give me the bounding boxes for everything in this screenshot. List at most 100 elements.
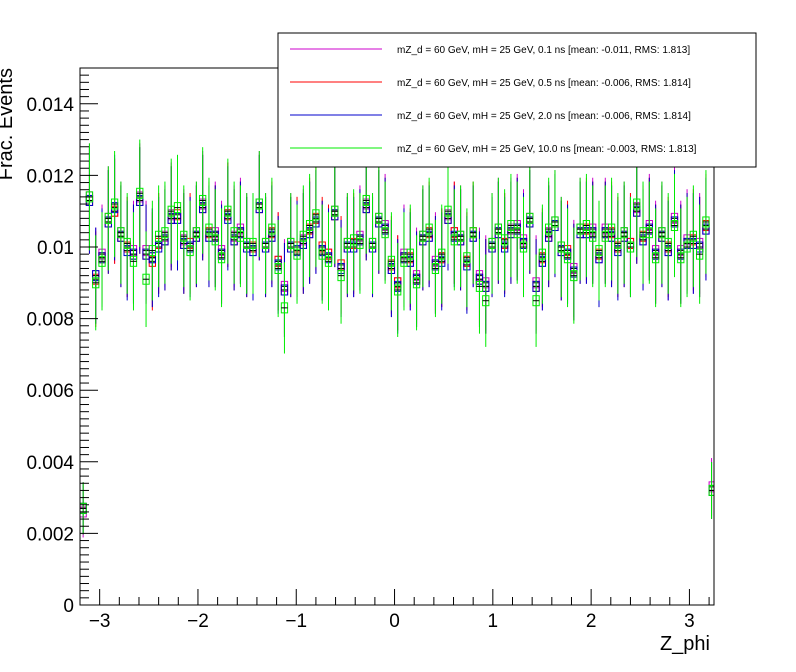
histogram-bin	[249, 193, 257, 294]
histogram-bin	[689, 185, 698, 288]
histogram-bin	[513, 181, 521, 284]
y-tick-label: 0.008	[26, 310, 74, 331]
histogram-bin	[545, 177, 553, 281]
histogram-bin	[318, 204, 326, 304]
histogram-bin	[431, 219, 440, 318]
histogram-bin	[400, 212, 408, 311]
histogram-bin	[438, 204, 446, 304]
y-axis-title: Frac. Events	[0, 68, 17, 180]
histogram-bin	[425, 177, 433, 281]
histogram-bin	[626, 196, 635, 298]
histogram-bin	[469, 181, 477, 284]
legend-label: mZ_d = 60 GeV, mH = 25 GeV, 2.0 ns [mean…	[397, 111, 691, 122]
y-tick-label: 0	[63, 596, 74, 617]
histogram-bin	[633, 150, 641, 258]
histogram-bin	[305, 173, 314, 278]
histogram-bin	[702, 170, 710, 274]
histogram-bin	[129, 212, 138, 311]
x-axis-title: Z_phi	[660, 633, 710, 655]
histogram-bin	[387, 212, 396, 311]
histogram-bin	[148, 200, 156, 301]
histogram-bin	[664, 193, 672, 294]
histogram-bin	[589, 185, 597, 288]
histogram-bin	[186, 200, 194, 301]
histogram-bin	[192, 181, 201, 284]
legend-entry: mZ_d = 60 GeV, mH = 25 GeV, 0.5 ns [mean…	[290, 78, 691, 89]
histogram-bin	[104, 166, 112, 271]
histogram-bin	[180, 185, 188, 288]
histogram-bin	[293, 204, 301, 304]
x-tick-label: −3	[89, 611, 111, 632]
histogram-bin	[173, 154, 182, 261]
histogram-bin	[557, 196, 565, 298]
legend: mZ_d = 60 GeV, mH = 25 GeV, 0.1 ns [mean…	[277, 32, 757, 168]
histogram-bin	[601, 185, 609, 288]
histogram-bin	[412, 235, 421, 331]
legend-entry: mZ_d = 60 GeV, mH = 25 GeV, 10.0 ns [mea…	[290, 144, 697, 155]
legend-label: mZ_d = 60 GeV, mH = 25 GeV, 10.0 ns [mea…	[397, 144, 697, 155]
histogram-bin	[287, 193, 295, 294]
y-tick-label: 0.006	[26, 381, 74, 402]
histogram-bin	[299, 185, 307, 288]
histogram-bin	[110, 150, 119, 258]
histogram-bin	[205, 177, 213, 281]
histogram-bin	[211, 189, 219, 291]
histogram-bin	[526, 166, 534, 271]
histogram-bin	[696, 204, 704, 304]
series-3	[79, 139, 715, 605]
histogram-bin	[324, 212, 333, 311]
y-tick-label: 0.004	[26, 453, 74, 474]
y-tick-label: 0.014	[26, 95, 74, 116]
legend-label: mZ_d = 60 GeV, mH = 25 GeV, 0.5 ns [mean…	[397, 78, 691, 89]
y-tick-label: 0.012	[26, 166, 74, 187]
histogram-bin	[683, 196, 691, 298]
histogram-bin	[236, 185, 245, 288]
histogram-bin	[563, 208, 572, 308]
histogram-bin	[645, 181, 653, 284]
histogram-bin	[614, 193, 622, 294]
x-tick-label: 2	[586, 611, 597, 632]
histogram-bin	[280, 262, 289, 354]
histogram-bin	[570, 227, 578, 324]
x-tick-label: −2	[187, 611, 209, 632]
histogram-bin	[475, 239, 484, 334]
histogram-bin	[375, 166, 383, 271]
histogram-bin	[494, 177, 502, 281]
histogram-bin	[507, 173, 515, 278]
histogram-bin	[368, 193, 377, 294]
legend-entry: mZ_d = 60 GeV, mH = 25 GeV, 2.0 ns [mean…	[290, 111, 691, 122]
histogram-bin	[274, 219, 282, 318]
histogram-bin	[488, 193, 496, 294]
histogram-bin	[651, 208, 660, 308]
histogram-bin	[482, 254, 490, 347]
histogram-bin	[463, 208, 471, 308]
histogram-bin	[620, 181, 628, 284]
histogram-bin	[551, 170, 559, 274]
histogram-bin	[224, 158, 232, 264]
histogram-bin	[312, 162, 320, 268]
histogram-bin	[136, 139, 144, 248]
histogram-bin	[161, 181, 169, 284]
histogram-bin	[255, 150, 263, 258]
x-tick-label: 1	[488, 611, 499, 632]
histogram-bin	[658, 181, 666, 284]
histogram-bin	[456, 185, 465, 288]
y-tick-label: 0.01	[37, 238, 74, 259]
y-tick-label: 0.002	[26, 524, 74, 545]
histogram-bin	[444, 158, 452, 264]
histogram-bin	[123, 193, 131, 294]
x-tick-label: −1	[285, 611, 307, 632]
histogram-bin	[677, 208, 685, 308]
histogram-bin	[337, 227, 345, 324]
histogram-bin	[92, 235, 100, 331]
legend-label: mZ_d = 60 GeV, mH = 25 GeV, 0.1 ns [mean…	[397, 45, 690, 56]
histogram-bin	[217, 208, 226, 308]
histogram-bin	[356, 193, 364, 294]
histogram-bin	[639, 181, 647, 284]
axes: −3 −2 −1 0 1 2 3 0 0.002 0.004 0.006 0.008 0.01 0.012…	[26, 67, 710, 632]
histogram-bin	[406, 204, 414, 304]
histogram-bin	[419, 185, 427, 288]
x-tick-label: 0	[389, 611, 400, 632]
histogram-bin	[268, 177, 276, 281]
histogram-bin	[117, 181, 125, 284]
